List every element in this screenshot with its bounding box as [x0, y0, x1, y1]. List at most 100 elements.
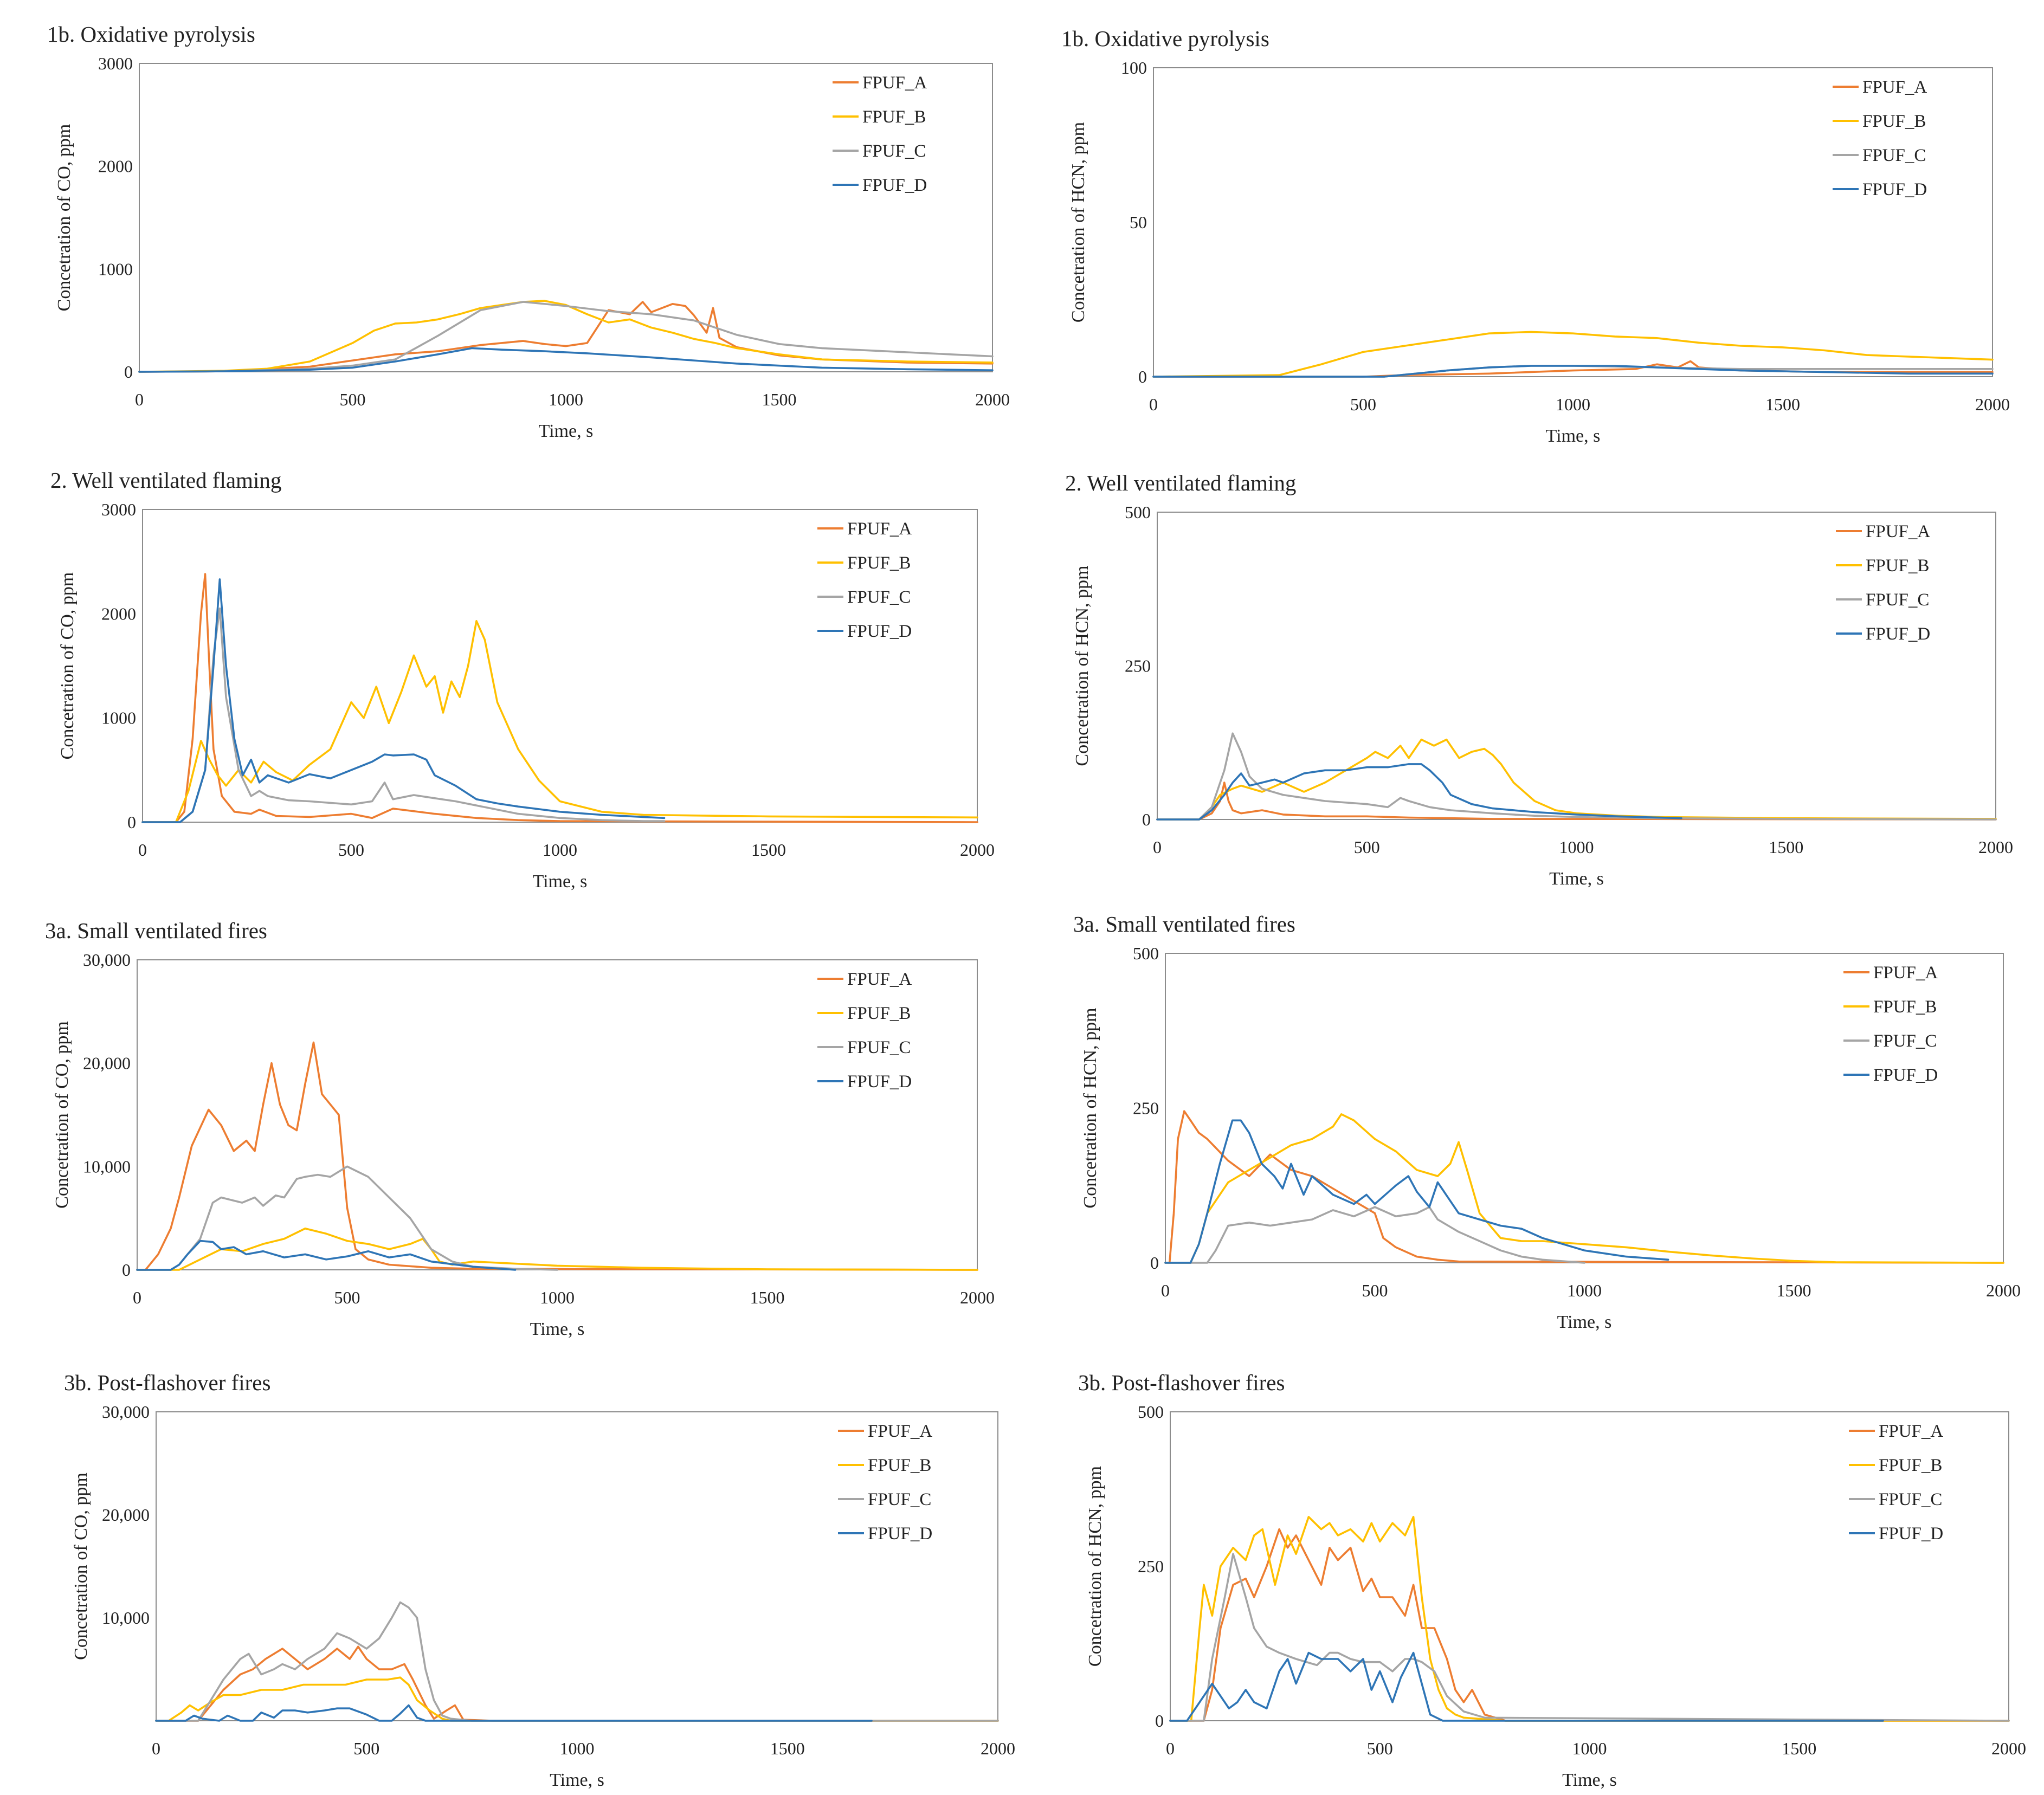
chart-co-well-ventilated-flaming: 2. Well ventilated flaming 0 500 1000 1500 20…	[50, 468, 995, 892]
y-tick-label: 0	[122, 1260, 131, 1280]
chart-title: 1b. Oxidative pyrolysis	[47, 22, 255, 47]
y-tick-label: 20,000	[102, 1505, 150, 1525]
legend-label-fpuf-c: FPUF_C	[868, 1490, 931, 1509]
x-tick-label: 1000	[1559, 837, 1594, 857]
plot-area	[142, 509, 978, 823]
series-line-fpuf-a	[136, 1041, 978, 1271]
y-tick-label: 0	[1142, 810, 1151, 829]
series-line-fpuf-b	[138, 300, 994, 373]
series-line-fpuf-d	[141, 578, 666, 823]
y-tick-label: 500	[1125, 502, 1151, 522]
chart-title: 3a. Small ventilated fires	[45, 918, 267, 943]
series-line-fpuf-c	[155, 1601, 999, 1722]
y-axis-label: Concetration of CO, ppm	[54, 124, 74, 312]
x-tick-label: 500	[340, 390, 366, 409]
y-axis-label: Concetration of CO, ppm	[52, 1021, 72, 1209]
x-tick-label: 1000	[1567, 1281, 1602, 1300]
series-line-fpuf-a	[1169, 1528, 2010, 1722]
chart-title: 3b. Post-flashover fires	[64, 1370, 270, 1395]
x-tick-label: 2000	[981, 1739, 1015, 1758]
x-tick-label: 1000	[1572, 1739, 1607, 1758]
y-tick-label: 100	[1121, 58, 1147, 78]
y-tick-label: 250	[1133, 1099, 1159, 1118]
x-tick-label: 0	[152, 1739, 160, 1758]
legend-label-fpuf-c: FPUF_C	[862, 141, 926, 161]
x-axis-label: Time, s	[530, 1319, 585, 1339]
x-tick-label: 1500	[1765, 395, 1800, 414]
x-tick-label: 2000	[975, 390, 1010, 409]
x-tick-label: 1500	[770, 1739, 805, 1758]
legend-label-fpuf-c: FPUF_C	[1862, 146, 1926, 165]
series-line-fpuf-b	[141, 620, 978, 823]
chart-co-oxidative-pyrolysis: 1b. Oxidative pyrolysis 0 500 1000 1500 2000 0…	[47, 22, 1010, 441]
series-line-fpuf-d	[1169, 1651, 1884, 1722]
x-tick-label: 2000	[960, 1288, 995, 1307]
x-tick-label: 1500	[750, 1288, 785, 1307]
x-tick-label: 0	[138, 840, 147, 860]
y-tick-label: 30,000	[83, 950, 131, 970]
series-line-fpuf-a	[1156, 782, 1997, 821]
x-tick-label: 1500	[1782, 1739, 1816, 1758]
series-line-fpuf-a	[155, 1645, 999, 1722]
x-tick-label: 0	[135, 390, 144, 409]
series-line-fpuf-a	[141, 573, 978, 823]
legend-label-fpuf-b: FPUF_B	[847, 1004, 911, 1023]
series-line-fpuf-a	[138, 301, 994, 373]
series-line-fpuf-b	[155, 1676, 999, 1722]
legend-label-fpuf-d: FPUF_D	[1866, 624, 1930, 644]
series-line-fpuf-d	[1156, 763, 1682, 821]
x-tick-label: 1000	[540, 1288, 575, 1307]
series-line-fpuf-b	[136, 1227, 978, 1271]
y-tick-label: 2000	[98, 157, 133, 176]
x-axis-label: Time, s	[550, 1770, 604, 1790]
series-line-fpuf-b	[1152, 331, 1994, 378]
chart-title: 2. Well ventilated flaming	[1065, 470, 1296, 495]
chart-title: 3b. Post-flashover fires	[1078, 1370, 1285, 1395]
y-tick-label: 0	[1138, 367, 1147, 386]
x-tick-label: 500	[1362, 1281, 1388, 1300]
legend-label-fpuf-d: FPUF_D	[1873, 1066, 1938, 1085]
legend-label-fpuf-d: FPUF_D	[847, 622, 912, 641]
x-axis-label: Time, s	[1546, 426, 1601, 446]
legend-label-fpuf-c: FPUF_C	[1873, 1031, 1937, 1051]
legend-label-fpuf-a: FPUF_A	[847, 519, 912, 539]
legend-label-fpuf-b: FPUF_B	[862, 107, 926, 127]
x-tick-label: 2000	[1986, 1281, 2021, 1300]
series-line-fpuf-c	[136, 1165, 558, 1271]
legend-label-fpuf-b: FPUF_B	[1862, 112, 1926, 131]
legend-label-fpuf-b: FPUF_B	[868, 1456, 931, 1475]
y-tick-label: 0	[127, 812, 136, 832]
y-tick-label: 20,000	[83, 1054, 131, 1073]
chart-title: 2. Well ventilated flaming	[50, 468, 281, 493]
series-line-fpuf-d	[1164, 1119, 1669, 1264]
legend-label-fpuf-d: FPUF_D	[1879, 1524, 1943, 1544]
legend-label-fpuf-a: FPUF_A	[1866, 522, 1930, 541]
x-tick-label: 1500	[1777, 1281, 1811, 1300]
y-axis-label: Concetration of HCN, ppm	[1072, 565, 1092, 766]
y-tick-label: 2000	[101, 604, 136, 623]
y-tick-label: 0	[1155, 1711, 1164, 1731]
y-tick-label: 50	[1130, 212, 1147, 232]
x-tick-label: 0	[133, 1288, 141, 1307]
series-line-fpuf-c	[1156, 732, 1997, 821]
x-axis-label: Time, s	[539, 421, 594, 441]
y-tick-label: 500	[1138, 1402, 1164, 1422]
x-tick-label: 1500	[1769, 837, 1803, 857]
y-tick-label: 250	[1138, 1557, 1164, 1576]
x-tick-label: 1000	[549, 390, 583, 409]
x-tick-label: 1000	[1556, 395, 1590, 414]
x-tick-label: 500	[334, 1288, 360, 1307]
series-line-fpuf-d	[155, 1704, 873, 1722]
y-tick-label: 10,000	[83, 1157, 131, 1176]
legend-label-fpuf-a: FPUF_A	[1879, 1422, 1943, 1441]
plot-area	[139, 63, 993, 372]
x-axis-label: Time, s	[1557, 1312, 1612, 1332]
y-tick-label: 0	[124, 362, 133, 382]
series-line-fpuf-c	[1169, 1553, 2010, 1722]
y-tick-label: 30,000	[102, 1402, 150, 1422]
legend-label-fpuf-d: FPUF_D	[1862, 180, 1927, 199]
x-tick-label: 1000	[543, 840, 577, 860]
x-tick-label: 2000	[1975, 395, 2010, 414]
series-line-fpuf-b	[1164, 1113, 2004, 1264]
